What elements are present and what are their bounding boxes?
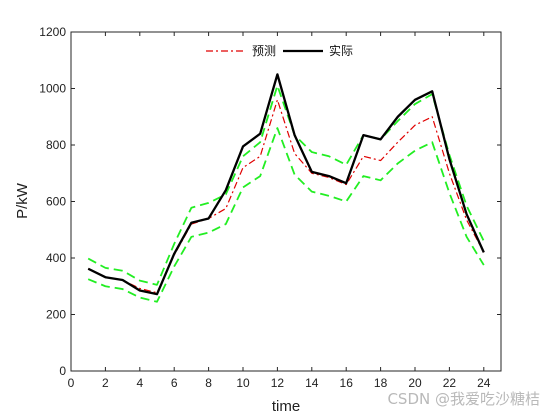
- y-tick-label: 1200: [39, 25, 66, 39]
- series-line-2: [87, 84, 485, 286]
- axis-ticks: 0 2 4 6 8 10 12 14 16 18 20 22 240200400600800100012…: [39, 25, 501, 390]
- series-lines: [87, 73, 485, 303]
- series-line-1: [87, 73, 485, 296]
- y-tick-label: 1000: [39, 82, 66, 96]
- x-axis-label: time: [272, 398, 300, 415]
- x-tick-label: 22: [443, 376, 457, 390]
- x-tick-label: 2: [102, 376, 109, 390]
- x-tick-label: 0: [68, 376, 75, 390]
- x-tick-label: 4: [136, 376, 143, 390]
- legend-label-0: 预测: [252, 44, 276, 58]
- y-axis-label: P/kW: [14, 182, 31, 219]
- plot-area: [70, 31, 502, 372]
- legend-label-1: 实际: [329, 43, 353, 58]
- x-tick-label: 16: [340, 376, 354, 390]
- x-tick-label: 18: [374, 376, 388, 390]
- y-tick-label: 600: [46, 195, 66, 209]
- x-tick-label: 14: [305, 376, 319, 390]
- x-tick-label: 20: [408, 376, 422, 390]
- x-tick-label: 24: [477, 376, 491, 390]
- y-tick-label: 800: [46, 138, 66, 152]
- series-line-0: [87, 99, 485, 294]
- y-tick-label: 200: [46, 308, 66, 322]
- y-tick-label: 0: [59, 364, 66, 378]
- x-tick-label: 6: [171, 376, 178, 390]
- x-tick-label: 10: [236, 376, 250, 390]
- x-tick-label: 12: [271, 376, 285, 390]
- x-tick-label: 8: [205, 376, 212, 390]
- watermark: CSDN @我爱吃沙糖桔: [387, 390, 540, 408]
- legend: 预测 实际: [206, 43, 353, 58]
- y-tick-label: 400: [46, 251, 66, 265]
